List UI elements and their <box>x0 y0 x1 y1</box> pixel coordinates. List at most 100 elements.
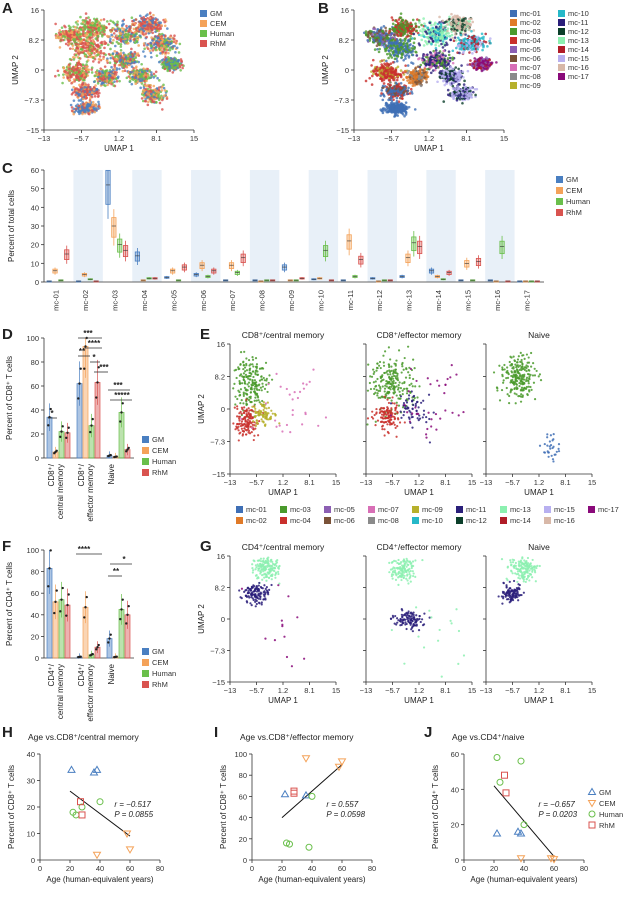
umap-point <box>420 23 423 27</box>
umap-point <box>382 72 386 76</box>
umap-point <box>154 88 157 91</box>
umap-point <box>385 66 389 69</box>
umap-point <box>73 30 76 34</box>
umap-point <box>82 102 85 105</box>
umap-point <box>90 26 93 29</box>
umap-point <box>100 82 103 86</box>
umap-point <box>143 99 147 103</box>
umap-point <box>130 82 134 86</box>
umap-point <box>92 23 96 27</box>
umap-point <box>133 71 137 74</box>
umap-point <box>134 82 138 86</box>
umap-point <box>139 86 142 90</box>
x-tick-label: 1.2 <box>114 134 124 143</box>
umap-point <box>440 29 443 32</box>
umap-point <box>428 21 432 25</box>
umap-point <box>134 66 138 70</box>
umap-point <box>135 53 138 57</box>
umap-point <box>124 62 127 65</box>
umap-point <box>411 53 415 57</box>
umap-point <box>378 47 381 51</box>
umap-point <box>64 73 68 76</box>
umap-point <box>118 27 121 31</box>
umap-point <box>140 16 143 20</box>
umap-point <box>388 27 392 31</box>
umap-point <box>403 39 407 43</box>
umap-point <box>57 73 61 77</box>
umap-point <box>169 41 173 45</box>
panel-label-d: D <box>2 326 13 343</box>
umap-point <box>150 92 153 96</box>
umap-point <box>390 38 394 42</box>
umap-point <box>428 32 432 35</box>
umap-point <box>140 62 143 66</box>
umap-point <box>404 64 407 67</box>
panel-label-j: J <box>424 724 433 741</box>
umap-point <box>380 79 384 83</box>
umap-point <box>382 58 386 62</box>
umap-point <box>115 51 119 55</box>
umap-point <box>373 27 377 31</box>
umap-point <box>71 44 75 47</box>
umap-point <box>444 54 447 58</box>
umap-point <box>393 57 397 61</box>
umap-point <box>97 107 100 110</box>
umap-point <box>456 14 459 18</box>
umap-point <box>390 76 393 80</box>
umap-point <box>122 51 125 55</box>
umap-point <box>391 78 395 81</box>
umap-point <box>164 53 167 56</box>
umap-point <box>146 100 150 104</box>
umap-point <box>119 34 122 37</box>
umap-point <box>166 27 169 30</box>
umap-point <box>100 40 104 44</box>
umap-point <box>68 57 72 61</box>
umap-point <box>68 42 71 45</box>
umap-point <box>162 40 166 44</box>
umap-point <box>450 27 453 31</box>
umap-point <box>384 26 387 30</box>
umap-point <box>124 37 127 41</box>
umap-point <box>149 25 153 29</box>
umap-point <box>83 46 87 50</box>
umap-point <box>480 36 484 40</box>
umap-point <box>471 36 475 40</box>
umap-point <box>99 32 102 35</box>
umap-point <box>425 32 429 35</box>
umap-point <box>397 34 400 38</box>
umap-point <box>436 40 440 44</box>
umap-point <box>146 74 149 77</box>
umap-point <box>140 97 144 100</box>
umap-point <box>98 55 102 58</box>
umap-point <box>437 44 441 48</box>
umap-point <box>452 39 456 43</box>
umap-point <box>441 46 445 49</box>
umap-point <box>87 112 90 115</box>
umap-point <box>389 62 393 65</box>
umap-point <box>397 47 400 51</box>
umap-point <box>68 27 72 30</box>
umap-point <box>79 37 82 41</box>
umap-point <box>440 42 443 46</box>
umap-point <box>168 46 172 50</box>
umap-point <box>103 42 107 46</box>
umap-point <box>82 32 85 36</box>
umap-point <box>160 24 163 27</box>
umap-point <box>132 78 135 82</box>
umap-point <box>115 71 118 74</box>
umap-point <box>376 47 379 51</box>
umap-point <box>82 97 85 101</box>
umap-point <box>150 44 153 48</box>
umap-point <box>451 15 455 19</box>
umap-point <box>83 73 86 77</box>
umap-point <box>131 57 135 61</box>
panel-label-h: H <box>2 724 13 741</box>
umap-point <box>131 75 135 79</box>
umap-point <box>464 29 467 33</box>
umap-point <box>152 90 155 94</box>
umap-point <box>70 109 74 113</box>
umap-point <box>142 89 145 92</box>
umap-point <box>480 32 484 36</box>
umap-point <box>451 49 455 53</box>
umap-point <box>98 76 102 80</box>
